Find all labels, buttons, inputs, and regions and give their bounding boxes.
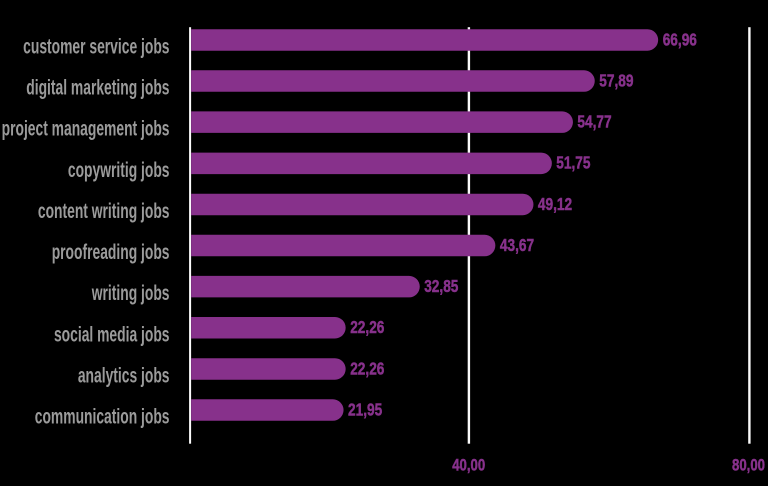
svg-text:51,75: 51,75 xyxy=(556,154,591,173)
svg-text:communication jobs: communication jobs xyxy=(35,405,170,429)
svg-text:43,67: 43,67 xyxy=(500,237,534,256)
svg-text:22,26: 22,26 xyxy=(350,360,385,379)
svg-text:80,00: 80,00 xyxy=(732,456,765,475)
svg-text:analytics jobs: analytics jobs xyxy=(78,363,170,387)
svg-text:57,89: 57,89 xyxy=(599,72,634,91)
svg-text:22,26: 22,26 xyxy=(350,319,385,338)
svg-text:customer service jobs: customer service jobs xyxy=(23,34,169,58)
svg-text:writing jobs: writing jobs xyxy=(91,281,170,305)
svg-text:32,85: 32,85 xyxy=(424,278,459,297)
svg-text:digital marketing jobs: digital marketing jobs xyxy=(26,76,169,100)
svg-text:copywritig jobs: copywritig jobs xyxy=(68,158,170,182)
svg-text:49,12: 49,12 xyxy=(538,195,572,214)
svg-text:project management jobs: project management jobs xyxy=(2,117,170,141)
svg-text:40,00: 40,00 xyxy=(452,456,485,475)
svg-text:21,95: 21,95 xyxy=(348,401,383,420)
svg-text:social media jobs: social media jobs xyxy=(54,322,170,346)
svg-text:54,77: 54,77 xyxy=(577,113,611,132)
svg-text:proofreading jobs: proofreading jobs xyxy=(52,240,170,264)
svg-text:66,96: 66,96 xyxy=(663,31,698,50)
svg-text:content writing jobs: content writing jobs xyxy=(38,199,170,223)
